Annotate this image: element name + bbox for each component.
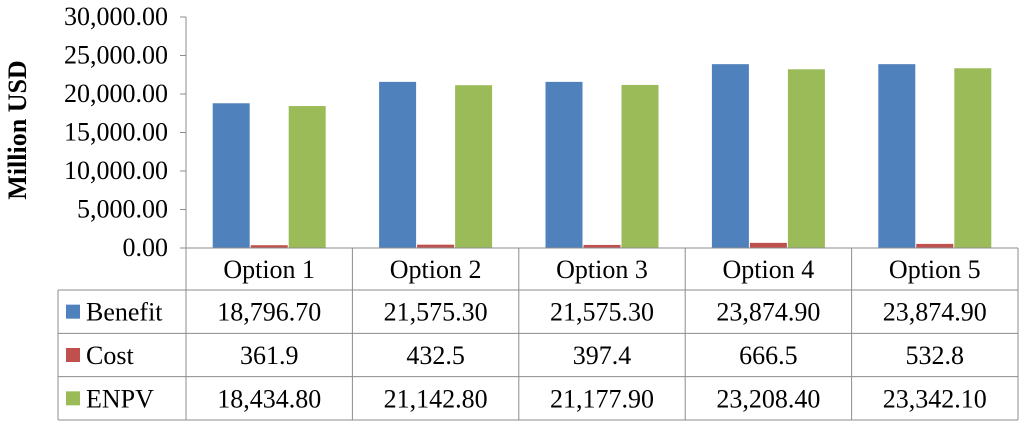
category-label: Option 3: [556, 255, 648, 284]
bar-benefit: [545, 81, 583, 248]
data-label: 666.5: [739, 341, 798, 370]
legend-label: Cost: [86, 341, 134, 370]
data-label: 23,342.10: [883, 384, 987, 413]
data-label: 18,434.80: [217, 384, 321, 413]
data-label: 361.9: [240, 341, 299, 370]
bar-cost: [916, 243, 954, 248]
data-label: 21,177.90: [550, 384, 654, 413]
bar-cost: [250, 245, 288, 248]
category-label: Option 1: [223, 255, 315, 284]
bar-benefit: [878, 64, 916, 248]
data-label: 18,796.70: [217, 298, 321, 327]
y-tick-label: 20,000.00: [64, 79, 168, 108]
bar-cost: [749, 242, 787, 248]
data-label: 21,575.30: [384, 298, 488, 327]
bar-cost: [417, 244, 455, 248]
legend-label: Benefit: [86, 298, 163, 327]
y-tick-label: 25,000.00: [64, 41, 168, 70]
data-label: 21,575.30: [550, 298, 654, 327]
y-axis: 0.00 5,000.00 10,000.00 15,000.00 20,000.00 2…: [64, 2, 187, 262]
bar-benefit: [379, 81, 417, 248]
bar-cost: [583, 244, 621, 248]
y-tick-label: 15,000.00: [64, 118, 168, 147]
data-label: 432.5: [406, 341, 465, 370]
plot-area: [212, 64, 992, 249]
data-label: 21,142.80: [384, 384, 488, 413]
bar-benefit: [212, 103, 250, 248]
bar-enpv: [787, 69, 825, 248]
data-label: 23,874.90: [716, 298, 820, 327]
legend-key: [66, 391, 80, 406]
y-tick-label: 0.00: [123, 233, 169, 262]
legend-key: [66, 304, 80, 319]
category-label: Option 5: [889, 255, 981, 284]
y-tick-label: 10,000.00: [64, 156, 168, 185]
data-table: Option 1 Option 2 Option 3 Option 4 Option 5…: [57, 247, 1019, 421]
category-label: Option 4: [723, 255, 815, 284]
y-axis-label: Million USD: [3, 60, 32, 199]
bar-enpv: [954, 68, 992, 248]
bar-enpv: [288, 106, 326, 249]
bar-benefit: [711, 64, 749, 248]
data-label: 532.8: [906, 341, 965, 370]
data-label: 23,208.40: [716, 384, 820, 413]
y-tick-label: 30,000.00: [64, 2, 168, 31]
bar-enpv: [455, 85, 493, 248]
data-label: 397.4: [573, 341, 632, 370]
bar-enpv: [621, 84, 659, 248]
y-tick-label: 5,000.00: [77, 195, 168, 224]
legend-label: ENPV: [86, 384, 154, 413]
legend-key: [66, 348, 80, 362]
category-label: Option 2: [390, 255, 482, 284]
data-label: 23,874.90: [883, 298, 987, 327]
